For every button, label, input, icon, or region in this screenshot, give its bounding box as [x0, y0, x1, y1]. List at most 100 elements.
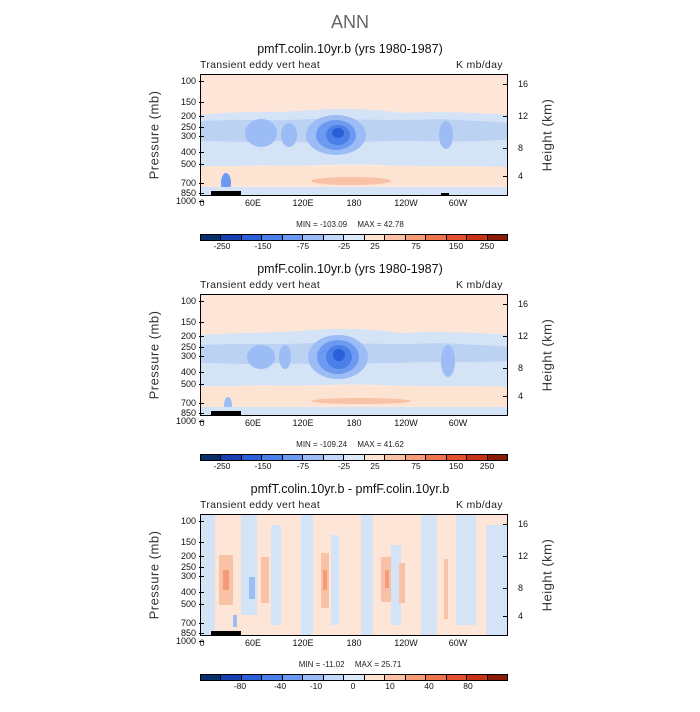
left-subtitle: Transient eddy vert heat — [200, 59, 321, 71]
xtick-label: 60E — [244, 198, 262, 208]
colorbar-label: 250 — [479, 241, 495, 251]
xtick-label: 60W — [448, 418, 468, 428]
ytick-mark — [199, 403, 204, 404]
colorbar-swatch — [405, 235, 427, 240]
rtick-label: 8 — [518, 363, 524, 373]
y-axis-title-right: Height (km) — [539, 318, 555, 392]
colorbar-swatch — [282, 455, 304, 460]
colorbar — [200, 234, 508, 241]
colorbar-swatch — [446, 675, 468, 680]
colorbar-swatch — [467, 675, 488, 680]
colorbar — [200, 674, 508, 681]
xtick-label: 120W — [394, 418, 418, 428]
colorbar-label: -250 — [213, 461, 231, 471]
cell-c4 — [332, 128, 344, 138]
ytick-label: 300 — [180, 571, 196, 581]
rtick-label: 8 — [518, 583, 524, 593]
colorbar-label: 10 — [385, 681, 395, 691]
colorbar-swatch — [487, 455, 508, 460]
rtick-label: 4 — [518, 391, 524, 401]
rtick-mark — [503, 84, 508, 85]
ytick-mark — [199, 201, 204, 202]
colorbar-swatch — [323, 235, 345, 240]
ytick-mark — [199, 127, 204, 128]
ytick-label: 300 — [180, 351, 196, 361]
deeper-orange — [223, 570, 389, 590]
xtick-label: 60W — [448, 198, 468, 208]
colorbar-label: 25 — [370, 241, 380, 251]
ytick-mark — [199, 521, 204, 522]
colorbar — [200, 454, 508, 461]
y-axis-title: Pressure (mb) — [146, 310, 162, 400]
ytick-mark — [199, 623, 204, 624]
blue-streaks — [201, 515, 507, 635]
xtick-label: 120E — [292, 638, 314, 648]
rtick-label: 16 — [518, 299, 529, 309]
colorbar-swatch — [487, 235, 508, 240]
ytick-label: 500 — [180, 599, 196, 609]
colorbar-label: -25 — [337, 241, 351, 251]
colorbar-swatch — [221, 675, 242, 680]
colorbar-swatch — [487, 675, 508, 680]
colorbar-swatch — [241, 455, 263, 460]
colorbar-swatch — [323, 675, 345, 680]
colorbar-swatch — [364, 235, 386, 240]
xtick-label: 0 — [199, 198, 205, 208]
colorbar-swatch — [282, 675, 304, 680]
rtick-label: 12 — [518, 111, 529, 121]
contour-field-1 — [201, 75, 507, 195]
ytick-label: 200 — [180, 331, 196, 341]
colorbar-label: -150 — [254, 241, 272, 251]
colorbar-label: 250 — [479, 461, 495, 471]
cell-c4 — [333, 349, 345, 361]
colorbar-swatch — [364, 455, 386, 460]
colorbar-label: -25 — [337, 461, 351, 471]
min-max-stats: MIN = -103.09 MAX = 42.78 — [0, 220, 700, 229]
colorbar-swatch — [405, 675, 427, 680]
colorbar-swatch — [201, 675, 222, 680]
ytick-mark — [199, 102, 204, 103]
max-label: MAX = 42.78 — [357, 220, 404, 229]
xtick-label: 180 — [346, 638, 362, 648]
ytick-mark — [199, 347, 204, 348]
contour-plot — [200, 74, 508, 196]
rtick-label: 8 — [518, 143, 524, 153]
contour-plot — [200, 294, 508, 416]
xtick-label: 180 — [346, 198, 362, 208]
ytick-mark — [199, 322, 204, 323]
ytick-label: 250 — [180, 562, 196, 572]
max-label: MAX = 41.62 — [357, 440, 404, 449]
colorbar-swatch — [385, 455, 406, 460]
ytick-mark — [199, 633, 204, 634]
colorbar-label: 150 — [448, 241, 464, 251]
rtick-mark — [503, 116, 508, 117]
colorbar-swatch — [262, 675, 283, 680]
colorbar-label: 150 — [448, 461, 464, 471]
chart-panel-3: pmfT.colin.10yr.b - pmfF.colin.10yr.b Tr… — [0, 482, 700, 712]
colorbar-label: -150 — [254, 461, 272, 471]
cell-a — [245, 119, 277, 147]
ytick-label: 1000 — [175, 636, 196, 646]
ytick-mark — [199, 384, 204, 385]
min-label: MIN = -109.24 — [296, 440, 348, 449]
colorbar-swatch — [467, 455, 488, 460]
colorbar-swatch — [262, 235, 283, 240]
ytick-label: 500 — [180, 379, 196, 389]
lower-warm-patch — [311, 177, 391, 185]
colorbar-label: 75 — [411, 461, 421, 471]
cell-d — [441, 345, 455, 377]
chart-title: pmfT.colin.10yr.b (yrs 1980-1987) — [257, 42, 443, 56]
ytick-mark — [199, 81, 204, 82]
ytick-mark — [199, 413, 204, 414]
colorbar-swatch — [303, 235, 324, 240]
colorbar-swatch — [446, 455, 468, 460]
topography — [211, 191, 241, 195]
units-label: K mb/day — [456, 499, 503, 511]
ytick-mark — [199, 542, 204, 543]
ytick-mark — [199, 164, 204, 165]
ytick-label: 700 — [180, 178, 196, 188]
ytick-mark — [199, 152, 204, 153]
ytick-mark — [199, 641, 204, 642]
xtick-label: 120W — [394, 198, 418, 208]
xtick-label: 0 — [199, 418, 205, 428]
